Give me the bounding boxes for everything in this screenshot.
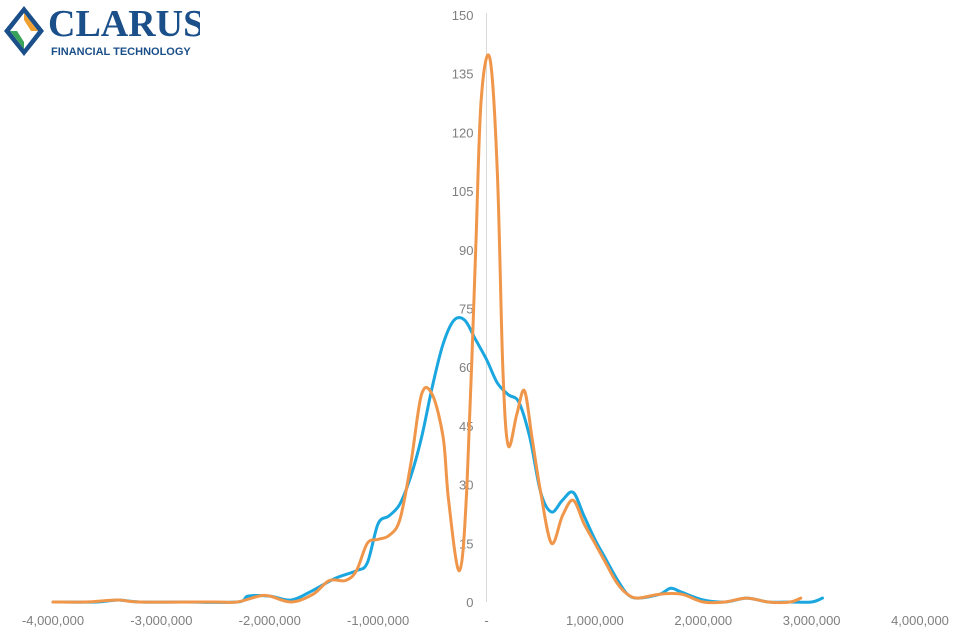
y-tick-label: 45 xyxy=(459,419,473,434)
y-tick-label: 105 xyxy=(452,184,474,199)
x-tick-label: -4,000,000 xyxy=(22,613,84,628)
logo-wordmark: CLARUS xyxy=(48,3,200,45)
x-tick-label: -2,000,000 xyxy=(239,613,301,628)
y-tick-label: 75 xyxy=(459,302,473,317)
x-tick-label: - xyxy=(484,613,488,628)
y-tick-label: 150 xyxy=(452,8,474,23)
series-line-2 xyxy=(51,53,803,605)
y-tick-label: 120 xyxy=(452,125,474,140)
y-tick-label: 90 xyxy=(459,243,473,258)
x-tick-label: 4,000,000 xyxy=(891,613,949,628)
x-tick-label: -1,000,000 xyxy=(347,613,409,628)
logo-tagline: FINANCIAL TECHNOLOGY xyxy=(51,46,191,58)
y-tick-label: 15 xyxy=(459,536,473,551)
clarus-logo: CLARUS FINANCIAL TECHNOLOGY xyxy=(4,3,200,58)
x-tick-label: 2,000,000 xyxy=(674,613,732,628)
x-tick-label: 1,000,000 xyxy=(566,613,624,628)
y-tick-label: 0 xyxy=(466,595,473,610)
diamond-icon xyxy=(4,6,44,56)
y-tick-label: 60 xyxy=(459,360,473,375)
x-tick-label: -3,000,000 xyxy=(130,613,192,628)
series-line-1 xyxy=(51,316,824,604)
x-tick-label: 3,000,000 xyxy=(783,613,841,628)
series-lines xyxy=(51,53,824,605)
x-axis: -4,000,000 -3,000,000 -2,000,000 -1,000,000… xyxy=(22,613,949,628)
y-tick-label: 135 xyxy=(452,67,474,82)
